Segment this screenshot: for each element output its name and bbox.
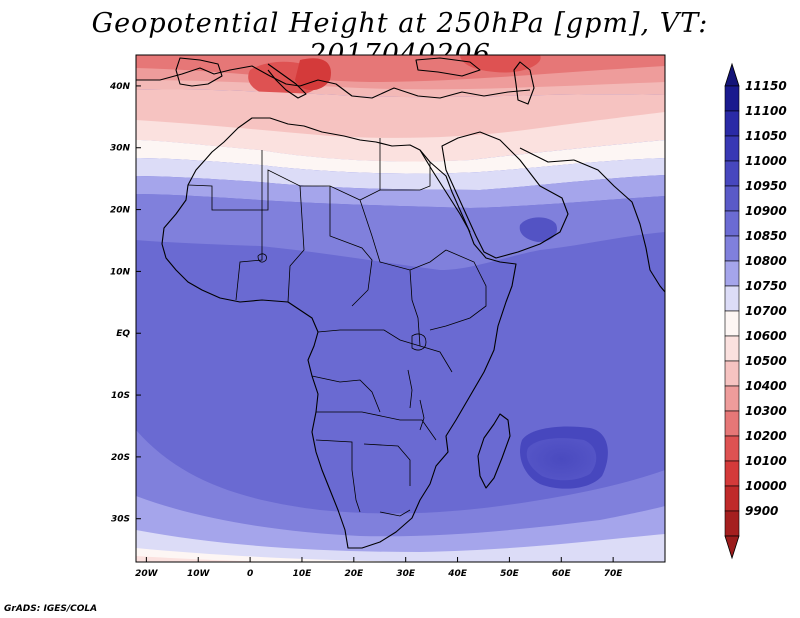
- colorbar-swatch: [724, 160, 740, 187]
- colorbar-swatch: [724, 110, 740, 137]
- colorbar-swatch: [724, 135, 740, 162]
- lat-tick-label: 40N: [109, 82, 131, 92]
- colorbar-swatch: [724, 85, 740, 112]
- colorbar-swatch: [724, 185, 740, 212]
- colorbar-label: 11150: [745, 79, 787, 93]
- colorbar-swatch: [724, 510, 740, 537]
- coastlines: [136, 57, 666, 549]
- colorbar-label: 11000: [745, 154, 787, 168]
- lon-tick-label: 70E: [604, 569, 624, 579]
- colorbar-label: 10000: [745, 479, 787, 493]
- colorbar-label: 10500: [745, 354, 787, 368]
- lon-tick-label: 0: [247, 569, 253, 579]
- colorbar-swatch: [724, 410, 740, 437]
- colorbar-swatch: [724, 385, 740, 412]
- lon-tick-label: 20E: [344, 569, 364, 579]
- colorbar-swatch: [724, 335, 740, 362]
- colorbar-label: 10750: [745, 279, 787, 293]
- colorbar-swatch: [724, 485, 740, 512]
- lat-tick-label: 20N: [110, 206, 131, 216]
- colorbar-label: 10950: [745, 179, 787, 193]
- colorbar-label: 10200: [745, 429, 787, 443]
- colorbar-label: 10850: [745, 229, 787, 243]
- lakes: [257, 253, 427, 431]
- colorbar-swatch: [724, 260, 740, 287]
- lon-tick-label: 10E: [293, 569, 313, 579]
- lon-tick-label: 50E: [500, 569, 520, 579]
- colorbar-swatch: [724, 360, 740, 387]
- lat-tick-label: 30N: [110, 144, 131, 154]
- colorbar-label: 11100: [745, 104, 787, 118]
- credit-label: GrADS: IGES/COLA: [4, 604, 98, 614]
- colorbar-swatch: [724, 285, 740, 312]
- lat-tick-label: 30S: [111, 515, 130, 525]
- lon-tick-label: 40E: [447, 569, 468, 579]
- lon-tick-label: 30E: [396, 569, 416, 579]
- lat-tick-label: 10N: [110, 267, 131, 277]
- colorbar-top-arrow: [724, 62, 740, 87]
- colorbar-label: 10400: [745, 379, 787, 393]
- colorbar-label: 10100: [745, 454, 787, 468]
- colorbar-swatch: [724, 210, 740, 237]
- colorbar-swatch: [724, 310, 740, 337]
- colorbar: 11150 11100 11050 11000 10950 10900 10850 10800…: [724, 62, 787, 560]
- lat-tick-label: 10S: [111, 391, 130, 401]
- latitude-axis: 40N 30N 20N 10N EQ 10S 20S 30S: [109, 82, 141, 525]
- plot-frame: [135, 54, 666, 563]
- colorbar-swatch: [724, 460, 740, 487]
- colorbar-swatch: [724, 435, 740, 462]
- colorbar-label: 9900: [745, 504, 778, 518]
- colorbar-label: 10900: [745, 204, 787, 218]
- colorbar-label: 10700: [745, 304, 787, 318]
- colorbar-label: 10600: [745, 329, 787, 343]
- colorbar-label: 10800: [745, 254, 787, 268]
- lon-tick-label: 20W: [135, 569, 159, 579]
- colorbar-label: 11050: [745, 129, 787, 143]
- lon-tick-label: 60E: [552, 569, 572, 579]
- lon-tick-label: 10W: [187, 569, 211, 579]
- country-borders: [187, 138, 487, 517]
- height-field: [136, 55, 665, 562]
- colorbar-swatch: [724, 235, 740, 262]
- longitude-axis: 20W 10W 0 10E 20E 30E 40E 50E 60E 70E: [135, 557, 623, 579]
- lat-tick-label: EQ: [116, 329, 130, 339]
- lat-tick-label: 20S: [111, 453, 130, 463]
- colorbar-bottom-arrow: [724, 535, 740, 560]
- colorbar-label: 10300: [745, 404, 787, 418]
